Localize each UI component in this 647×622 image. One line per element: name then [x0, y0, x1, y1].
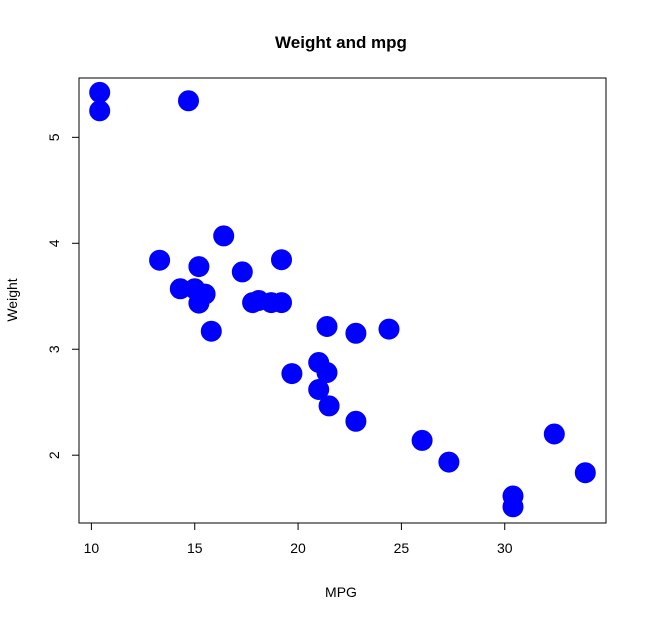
data-point	[345, 410, 367, 432]
data-point	[271, 292, 292, 314]
x-tick-label: 20	[290, 540, 306, 556]
y-tick-label: 2	[46, 451, 62, 459]
data-point	[316, 362, 338, 383]
data-point	[184, 278, 206, 300]
x-tick-label: 10	[84, 540, 100, 556]
data-point	[188, 256, 210, 278]
data-point	[281, 363, 303, 385]
y-axis-label: Weight	[4, 278, 20, 321]
y-tick-label: 5	[46, 133, 62, 141]
plot-area-border	[78, 77, 607, 524]
data-point	[308, 379, 330, 400]
x-tick-label: 25	[394, 540, 410, 556]
data-point	[438, 451, 460, 473]
data-point	[345, 322, 367, 344]
y-axis: 2 3 4 5	[46, 133, 80, 459]
data-point	[318, 395, 340, 417]
data-point	[316, 316, 338, 337]
y-tick-label: 4	[46, 239, 62, 247]
data-point	[149, 249, 171, 271]
x-tick-label: 15	[187, 540, 203, 556]
data-point	[502, 496, 524, 518]
data-point	[178, 90, 199, 112]
points-layer	[89, 81, 596, 518]
data-point	[574, 462, 596, 484]
data-point	[231, 261, 253, 283]
data-point	[543, 423, 565, 445]
data-point	[411, 429, 433, 451]
data-point	[242, 292, 264, 314]
data-point	[378, 318, 400, 340]
data-point	[89, 100, 111, 122]
x-tick-label: 30	[497, 540, 513, 556]
x-axis-label: MPG	[325, 584, 357, 600]
data-point	[89, 81, 111, 103]
data-point	[271, 249, 292, 271]
y-tick-label: 3	[46, 345, 62, 353]
chart-title: Weight and mpg	[275, 33, 407, 52]
data-point	[213, 225, 235, 247]
x-axis: 10 15 20 25 30	[84, 522, 513, 556]
data-point	[200, 320, 222, 342]
